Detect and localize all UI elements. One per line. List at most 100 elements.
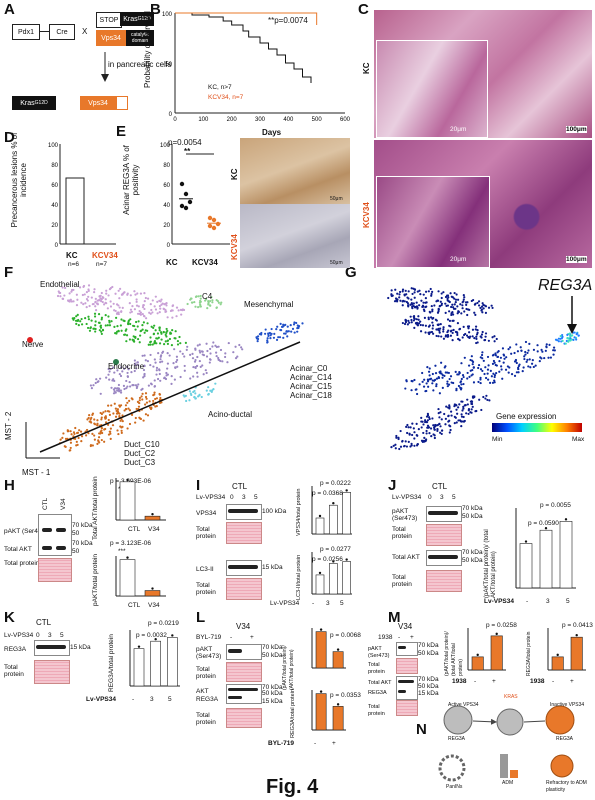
cluster-point-mesenchymal — [153, 341, 157, 344]
expression-point — [438, 331, 441, 334]
expression-point — [552, 346, 556, 349]
y-tick-label: 100 — [48, 143, 59, 149]
cluster-point-acinar — [126, 375, 130, 378]
cluster-point-duct — [69, 430, 72, 433]
cluster-point-endothelial — [142, 304, 145, 307]
cluster-point-mesenchymal — [75, 315, 78, 318]
expression-point — [443, 412, 446, 416]
expression-point — [474, 325, 478, 328]
expression-point — [481, 302, 484, 305]
cluster-point-duct — [134, 416, 137, 420]
cluster-point-duct — [87, 432, 90, 435]
cluster-point-acinar-c14 — [278, 336, 282, 339]
m-total-akt: Total AKT — [368, 680, 392, 686]
cluster-point-duct — [124, 404, 128, 407]
expression-point — [493, 361, 496, 364]
expression-point — [437, 328, 440, 331]
bar — [559, 521, 573, 589]
cluster-point-acinar — [164, 377, 168, 381]
cluster-point-duct — [154, 405, 157, 408]
cluster-point-mesenchymal — [141, 324, 144, 327]
cluster-point-endothelial — [171, 309, 174, 312]
expression-point — [487, 339, 490, 342]
bar — [315, 631, 327, 669]
expression-point — [427, 426, 430, 429]
cluster-point-acinar-c14 — [266, 341, 269, 344]
c-kcv34-label: KCV34 — [362, 202, 371, 228]
cluster-point-acinar — [224, 352, 227, 355]
k-p1: p = 0.0219 — [148, 620, 179, 627]
expression-point — [456, 321, 460, 325]
cluster-point-acinar — [166, 367, 169, 370]
expression-point — [543, 356, 546, 360]
cre-box: Cre — [49, 24, 75, 40]
m-pakt: pAKT (Ser473) — [368, 646, 390, 659]
cluster-point-acinar — [217, 356, 220, 360]
expression-point — [477, 300, 481, 303]
expression-point — [420, 416, 423, 420]
arrow-down-icon — [567, 324, 577, 334]
cluster-point-duct — [128, 409, 132, 412]
cluster-point-acino-ductal — [210, 390, 213, 394]
expression-point — [421, 304, 425, 307]
cluster-point-acinar — [206, 349, 209, 353]
expression-point — [395, 436, 398, 439]
expression-point — [474, 410, 477, 413]
cluster-point-acino-ductal — [205, 389, 208, 392]
expression-point — [456, 305, 459, 308]
expression-point — [415, 392, 419, 396]
cluster-point-mesenchymal — [123, 333, 127, 336]
expression-point — [459, 380, 463, 383]
data-point — [183, 205, 189, 211]
expression-point-high — [571, 334, 574, 337]
cluster-point-acinar-c14 — [297, 325, 301, 328]
cluster-point-acinar-c14 — [255, 336, 258, 339]
j-total-akt: Total AKT — [392, 554, 420, 561]
data-point — [332, 502, 335, 505]
expression-point — [437, 407, 440, 411]
cluster-point-endothelial — [149, 303, 152, 306]
j-chart — [515, 508, 576, 589]
cluster-point-mesenchymal — [104, 314, 107, 317]
expression-point — [430, 292, 433, 296]
cluster-point-mesenchymal — [139, 334, 142, 337]
expression-point — [489, 369, 492, 372]
cluster-point-acinar-c14 — [279, 322, 282, 325]
cluster-point-acinar — [94, 381, 97, 385]
cluster-point-mesenchymal — [134, 328, 137, 331]
cluster-point-duct — [139, 417, 143, 421]
i-xlabel: Lv-VPS34 — [270, 600, 300, 607]
expression-point — [493, 335, 496, 338]
cluster-point-endothelial — [126, 292, 129, 295]
expression-point — [463, 419, 466, 423]
expression-point — [460, 312, 463, 315]
expression-point-high — [557, 340, 560, 343]
expression-point — [442, 337, 446, 340]
expression-point — [399, 445, 403, 448]
cluster-point-acino-ductal — [188, 399, 191, 402]
cluster-point-duct — [120, 418, 123, 421]
expression-point — [444, 423, 447, 426]
expression-point — [525, 360, 528, 363]
cluster-point-c4 — [199, 294, 202, 298]
cluster-point-duct — [127, 407, 130, 410]
expression-point — [421, 324, 425, 327]
x-tick-label: 100 — [198, 117, 209, 123]
cluster-point-acinar — [191, 357, 195, 360]
cluster-point-mesenchymal — [158, 326, 161, 329]
expression-point — [436, 423, 439, 427]
he-inset-kc — [376, 40, 488, 138]
f-lbl-endothelial: Endothelial — [40, 280, 80, 289]
expression-point — [398, 293, 401, 296]
expression-point — [459, 303, 462, 306]
expression-point — [438, 392, 441, 395]
cluster-point-duct — [88, 420, 91, 423]
panel-label-j: J — [388, 477, 397, 494]
cluster-point-duct — [62, 432, 65, 435]
expression-point — [410, 444, 413, 447]
j-band — [428, 511, 458, 515]
expression-point — [460, 420, 463, 423]
expression-point — [422, 293, 425, 296]
cluster-point-acinar-c14 — [280, 325, 284, 328]
expression-point — [467, 325, 470, 328]
